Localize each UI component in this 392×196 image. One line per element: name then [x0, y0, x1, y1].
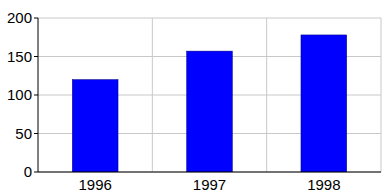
- x-tick-label: 1996: [78, 176, 111, 193]
- x-tick-label: 1998: [307, 176, 340, 193]
- y-tick: [34, 56, 38, 57]
- chart: 0 50 100 150 200 1996 1997 1998: [0, 0, 392, 196]
- grid-line: [38, 18, 381, 19]
- grid-line-v: [266, 18, 267, 172]
- x-tick-label: 1997: [193, 176, 226, 193]
- y-tick-label: 50: [15, 125, 32, 142]
- bar: [187, 51, 233, 172]
- y-tick: [34, 133, 38, 134]
- y-tick-label: 0: [24, 163, 32, 180]
- y-tick: [34, 95, 38, 96]
- bars: [72, 35, 346, 172]
- y-tick-label: 100: [7, 86, 32, 103]
- x-axis: [38, 172, 381, 173]
- y-tick-label: 150: [7, 48, 32, 65]
- grid-line-v: [381, 18, 382, 172]
- y-tick: [34, 18, 38, 19]
- bar: [72, 80, 118, 172]
- bar: [301, 35, 347, 172]
- grid-line-v: [152, 18, 153, 172]
- y-tick-label: 200: [7, 9, 32, 26]
- y-tick: [34, 172, 38, 173]
- grid-line: [38, 172, 381, 173]
